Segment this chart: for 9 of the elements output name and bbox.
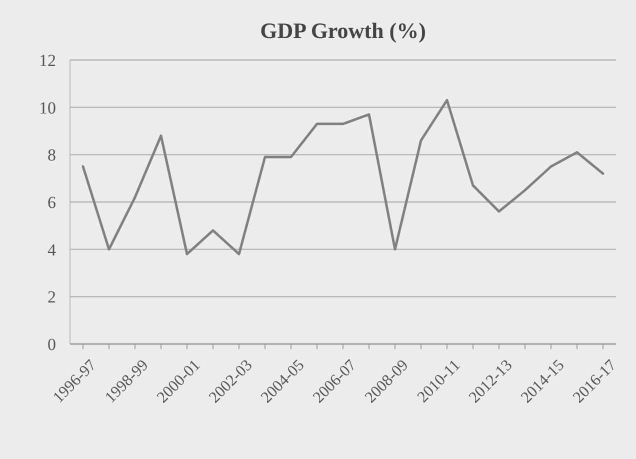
chart-title: GDP Growth (%) (260, 18, 426, 43)
y-tick-label: 8 (48, 146, 56, 165)
line-series (82, 98, 604, 256)
y-tick-label: 12 (39, 50, 56, 70)
y-tick-label: 4 (48, 240, 56, 260)
y-tick-label: 10 (39, 98, 56, 118)
y-tick-label: 0 (48, 334, 56, 354)
y-tick-label: 2 (48, 288, 56, 307)
y-tick-label: 6 (48, 192, 56, 212)
